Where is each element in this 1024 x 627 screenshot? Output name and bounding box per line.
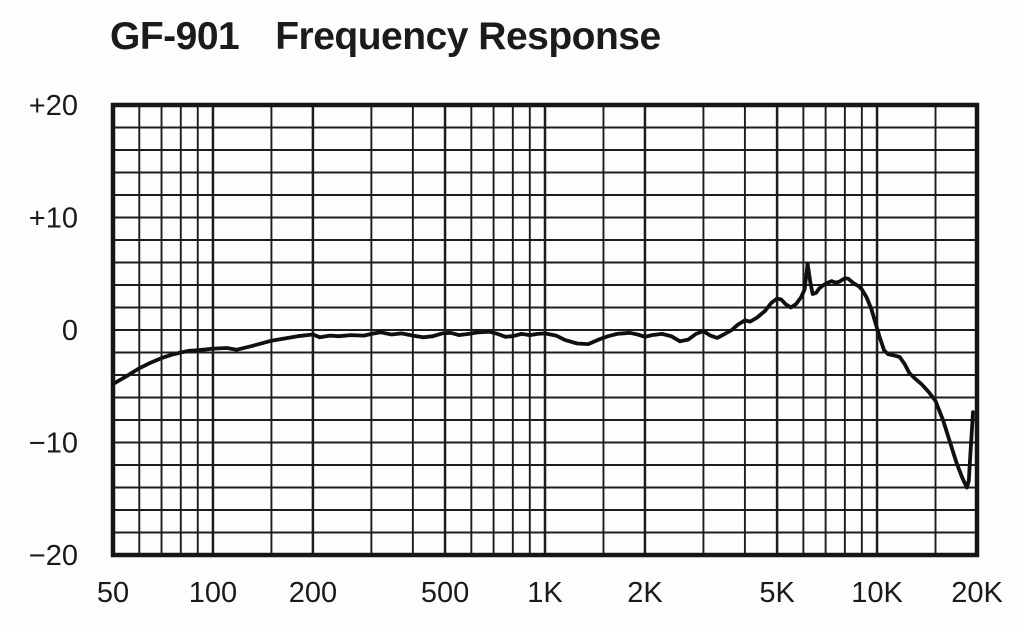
y-axis-tick-label: +20	[29, 90, 78, 122]
x-axis-tick-label: 100	[189, 577, 237, 609]
frequency-response-curve	[111, 261, 975, 490]
x-axis-tick-label: 50	[97, 577, 129, 609]
y-axis-tick-label: −10	[29, 428, 78, 460]
model-number: GF-901	[110, 15, 240, 58]
x-axis-tick-label: 2K	[627, 577, 663, 609]
x-axis-tick-label: 10K	[851, 577, 903, 609]
x-axis-tick-label: 5K	[759, 577, 795, 609]
x-axis-tick-label: 20K	[951, 577, 1003, 609]
x-axis-tick-label: 500	[421, 577, 469, 609]
y-axis-tick-label: 0	[62, 315, 78, 347]
y-axis-tick-label: −20	[29, 540, 78, 572]
y-axis-tick-label: +10	[29, 203, 78, 235]
x-axis-tick-label: 1K	[527, 577, 563, 609]
plot-border	[110, 102, 980, 558]
chart-title-text: Frequency Response	[275, 15, 661, 58]
x-axis-tick-label: 200	[289, 577, 337, 609]
chart-title: GF-901 Frequency Response	[110, 15, 661, 59]
